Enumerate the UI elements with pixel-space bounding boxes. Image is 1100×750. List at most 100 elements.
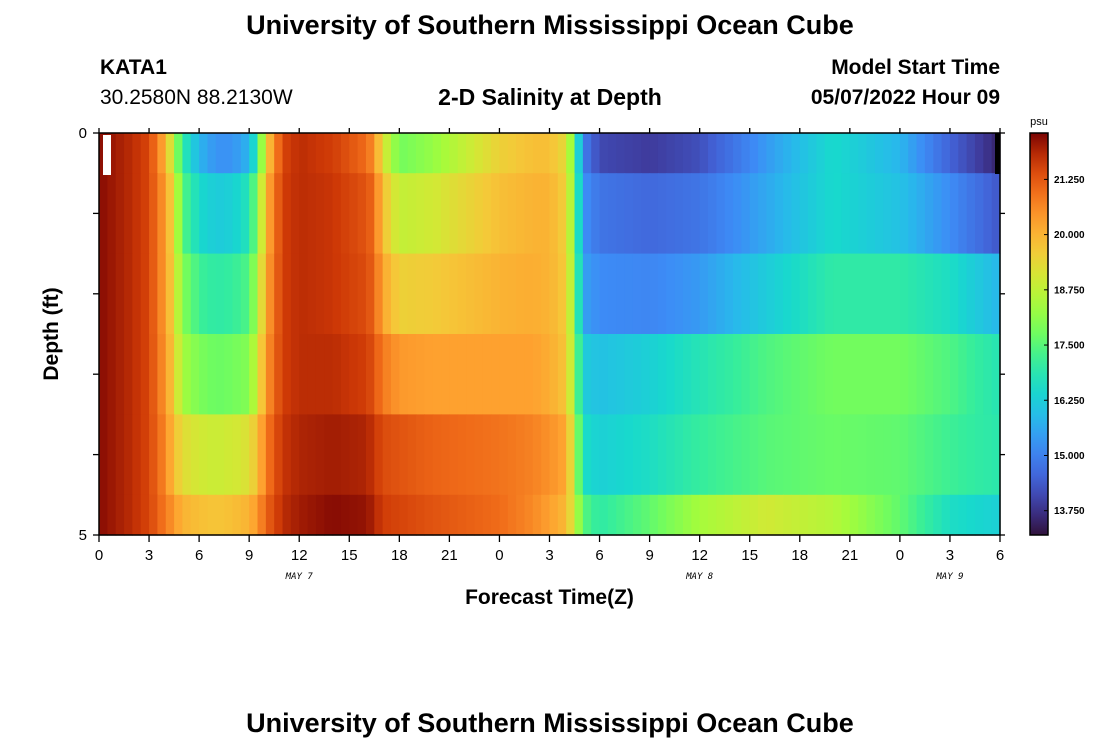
heatmap-cell (991, 334, 1001, 415)
heatmap-cell (499, 494, 509, 536)
heatmap-cell (741, 494, 751, 536)
heatmap-cell (816, 133, 826, 174)
heatmap-cell (849, 494, 859, 536)
heatmap-cell (916, 253, 926, 335)
heatmap-cell (199, 334, 209, 415)
heatmap-cell (549, 133, 559, 174)
heatmap-cell (466, 494, 476, 536)
heatmap-cell (149, 334, 158, 415)
heatmap-cell (566, 253, 576, 335)
heatmap-cell (774, 414, 784, 496)
heatmap-cell (432, 494, 442, 536)
heatmap-cell (507, 133, 517, 174)
x-axis-label: Forecast Time(Z) (465, 586, 634, 609)
heatmap-cell (774, 133, 784, 174)
heatmap-cell (808, 494, 818, 536)
heatmap-cell (466, 334, 476, 415)
heatmap-cell (557, 253, 567, 335)
heatmap-cell (983, 414, 993, 496)
heatmap-cell (365, 133, 375, 174)
heatmap-cell (207, 253, 217, 335)
heatmap-cell (557, 414, 567, 496)
heatmap-cell (716, 133, 726, 174)
heatmap-cell (924, 173, 934, 255)
heatmap-cell (966, 253, 976, 335)
heatmap-cell (841, 253, 851, 335)
heatmap-cell (566, 494, 576, 536)
heatmap-cell (282, 494, 292, 536)
heatmap-cell (507, 253, 517, 335)
heatmap-cell (124, 414, 133, 496)
heatmap-cell (766, 133, 776, 174)
heatmap-cell (607, 133, 617, 174)
heatmap-cell (474, 133, 484, 174)
heatmap-cell (958, 253, 968, 335)
heatmap-cell (140, 334, 150, 415)
heatmap-cell (274, 414, 284, 496)
heatmap-cell (949, 494, 959, 536)
heatmap-cell (132, 173, 142, 255)
model-start-value: 05/07/2022 Hour 09 (810, 86, 1000, 109)
heatmap-cell (607, 494, 617, 536)
heatmap-cell (858, 494, 868, 536)
colorbar-ticks: 21.250 20.000 18.750 17.500 16.250 15.000 13.7… (1044, 175, 1085, 517)
heatmap-cell (499, 133, 509, 174)
heatmap-cell (407, 414, 417, 496)
heatmap-cell (724, 173, 734, 255)
heatmap-cell (299, 494, 309, 536)
heatmap-cell (299, 133, 309, 174)
heatmap-cell (165, 173, 175, 255)
heatmap-cell (432, 133, 442, 174)
heatmap-cell (933, 494, 943, 536)
heatmap-cell (299, 414, 309, 496)
colorbar-unit: psu (1030, 116, 1048, 128)
heatmap-cell (783, 173, 793, 255)
heatmap-cell (374, 133, 384, 174)
x-tick-label: 6 (996, 547, 1004, 564)
x-tick-label: 6 (595, 547, 603, 564)
heatmap-cell (816, 253, 826, 335)
heatmap-cell (599, 494, 609, 536)
heatmap-cell (457, 133, 467, 174)
heatmap-cell (833, 334, 843, 415)
heatmap-cell (516, 414, 526, 496)
heatmap-cell (691, 334, 701, 415)
heatmap-cell (874, 334, 884, 415)
heatmap-cell (791, 173, 801, 255)
heatmap-cell (624, 414, 634, 496)
heatmap-cell (449, 494, 459, 536)
heatmap-cell (516, 334, 526, 415)
heatmap-cell (582, 334, 592, 415)
heatmap-cell (716, 173, 726, 255)
heatmap-cell (833, 133, 843, 174)
heatmap-cell (924, 414, 934, 496)
heatmap-cell (574, 253, 584, 335)
heatmap-cell (249, 253, 259, 335)
heatmap-cell (307, 414, 317, 496)
heatmap-cell (933, 414, 943, 496)
heatmap-cell (582, 494, 592, 536)
heatmap-cell (315, 133, 325, 174)
heatmap-cell (407, 494, 417, 536)
heatmap-cell (758, 253, 767, 335)
heatmap-cell (165, 133, 175, 174)
heatmap-cell (132, 494, 142, 536)
heatmap-cell (983, 253, 993, 335)
heatmap-cell (340, 133, 350, 174)
heatmap-cell (691, 133, 701, 174)
heatmap-cell (616, 173, 626, 255)
heatmap-cell (899, 253, 909, 335)
heatmap-cell (758, 414, 767, 496)
heatmap-cell (224, 334, 234, 415)
x-axis: 0 3 6 9 12 15 18 21 0 3 6 9 12 15 18 21 0 3 6 (95, 128, 1004, 564)
heatmap-cell (357, 494, 367, 536)
heatmap-cell (382, 133, 392, 174)
heatmap-cell (924, 334, 934, 415)
heatmap-cell (766, 494, 776, 536)
heatmap-cell (758, 173, 767, 255)
heatmap-cell (299, 334, 309, 415)
heatmap-cell (616, 334, 626, 415)
heatmap-cell (491, 494, 501, 536)
heatmap-cell (249, 494, 259, 536)
heatmap-cell (582, 133, 592, 174)
